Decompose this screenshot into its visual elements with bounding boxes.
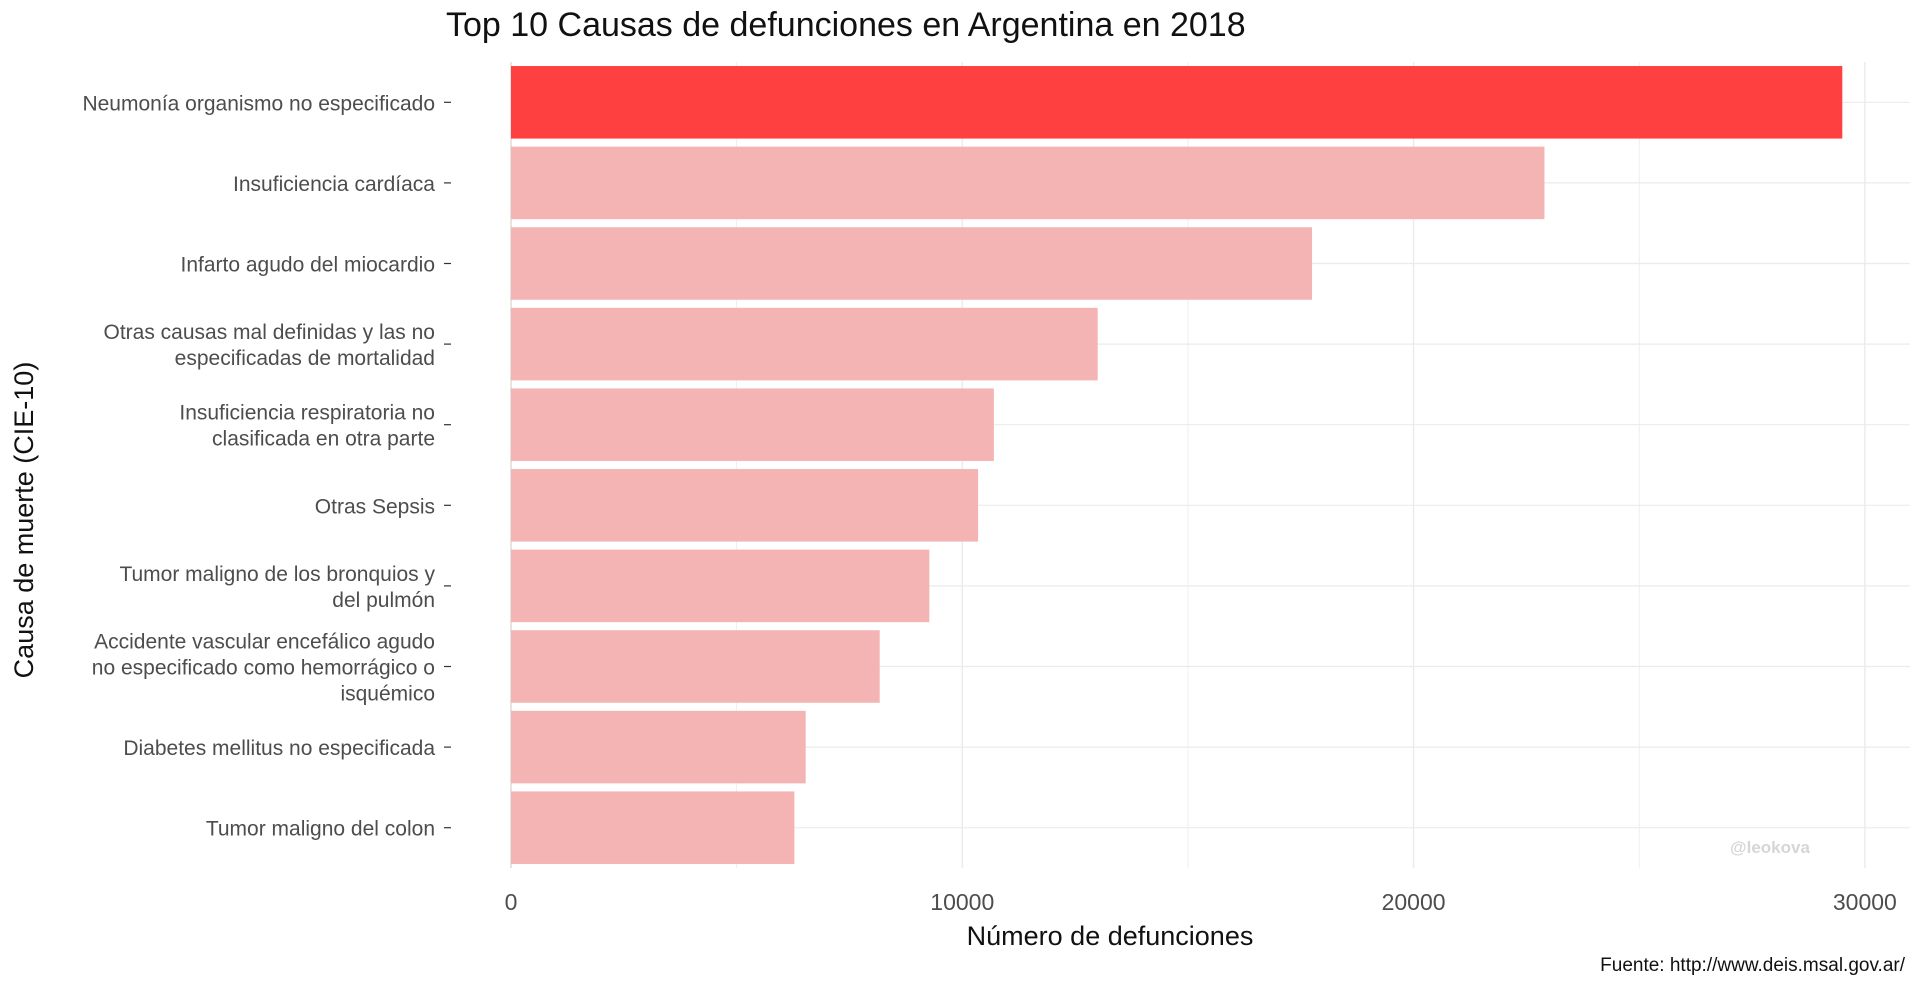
- category-label: Otras Sepsis: [315, 495, 435, 518]
- x-axis-title: Número de defunciones: [967, 921, 1254, 951]
- category-label: Accidente vascular encefálico agudo no es…: [92, 631, 435, 706]
- x-tick-label: 30000: [1833, 889, 1897, 915]
- category-label: Insuficiencia cardíaca: [233, 173, 435, 196]
- category-label: Neumonía organismo no especificado: [82, 92, 435, 115]
- category-label: Tumor maligno del colon: [206, 818, 435, 841]
- category-label: Infarto agudo del miocardio: [181, 254, 436, 277]
- x-tick-label: 20000: [1382, 889, 1446, 915]
- chart-caption: Fuente: http://www.deis.msal.gov.ar/: [1600, 955, 1905, 976]
- category-label: Insuficiencia respiratoria no clasificada…: [179, 402, 435, 451]
- y-axis-title: Causa de muerte (CIE-10): [9, 362, 39, 679]
- bar-layer: [511, 66, 1843, 864]
- bar-8: [511, 630, 880, 703]
- category-labels: Neumonía organismo no especificado Insufi…: [82, 92, 451, 841]
- category-label: Otras causas mal definidas y las no espec…: [104, 321, 436, 370]
- x-tick-label: 10000: [930, 889, 994, 915]
- bar-7: [511, 549, 930, 623]
- bar-3: [511, 227, 1313, 300]
- bar-10: [511, 791, 795, 864]
- x-tick-label: 0: [505, 889, 518, 915]
- category-label: Diabetes mellitus no especificada: [123, 737, 435, 760]
- category-label: Tumor maligno de los bronquios y del pulm…: [119, 563, 435, 612]
- bar-4: [511, 307, 1098, 381]
- bar-6: [511, 469, 979, 542]
- bar-9: [511, 710, 806, 784]
- chart-title: Top 10 Causas de defunciones en Argentin…: [446, 6, 1246, 44]
- bar-5: [511, 388, 994, 461]
- x-tick-labels: 0 10000 20000 30000: [505, 889, 1897, 915]
- bar-1: [511, 66, 1843, 139]
- watermark: @leokova: [1730, 838, 1810, 857]
- bar-2: [511, 146, 1545, 220]
